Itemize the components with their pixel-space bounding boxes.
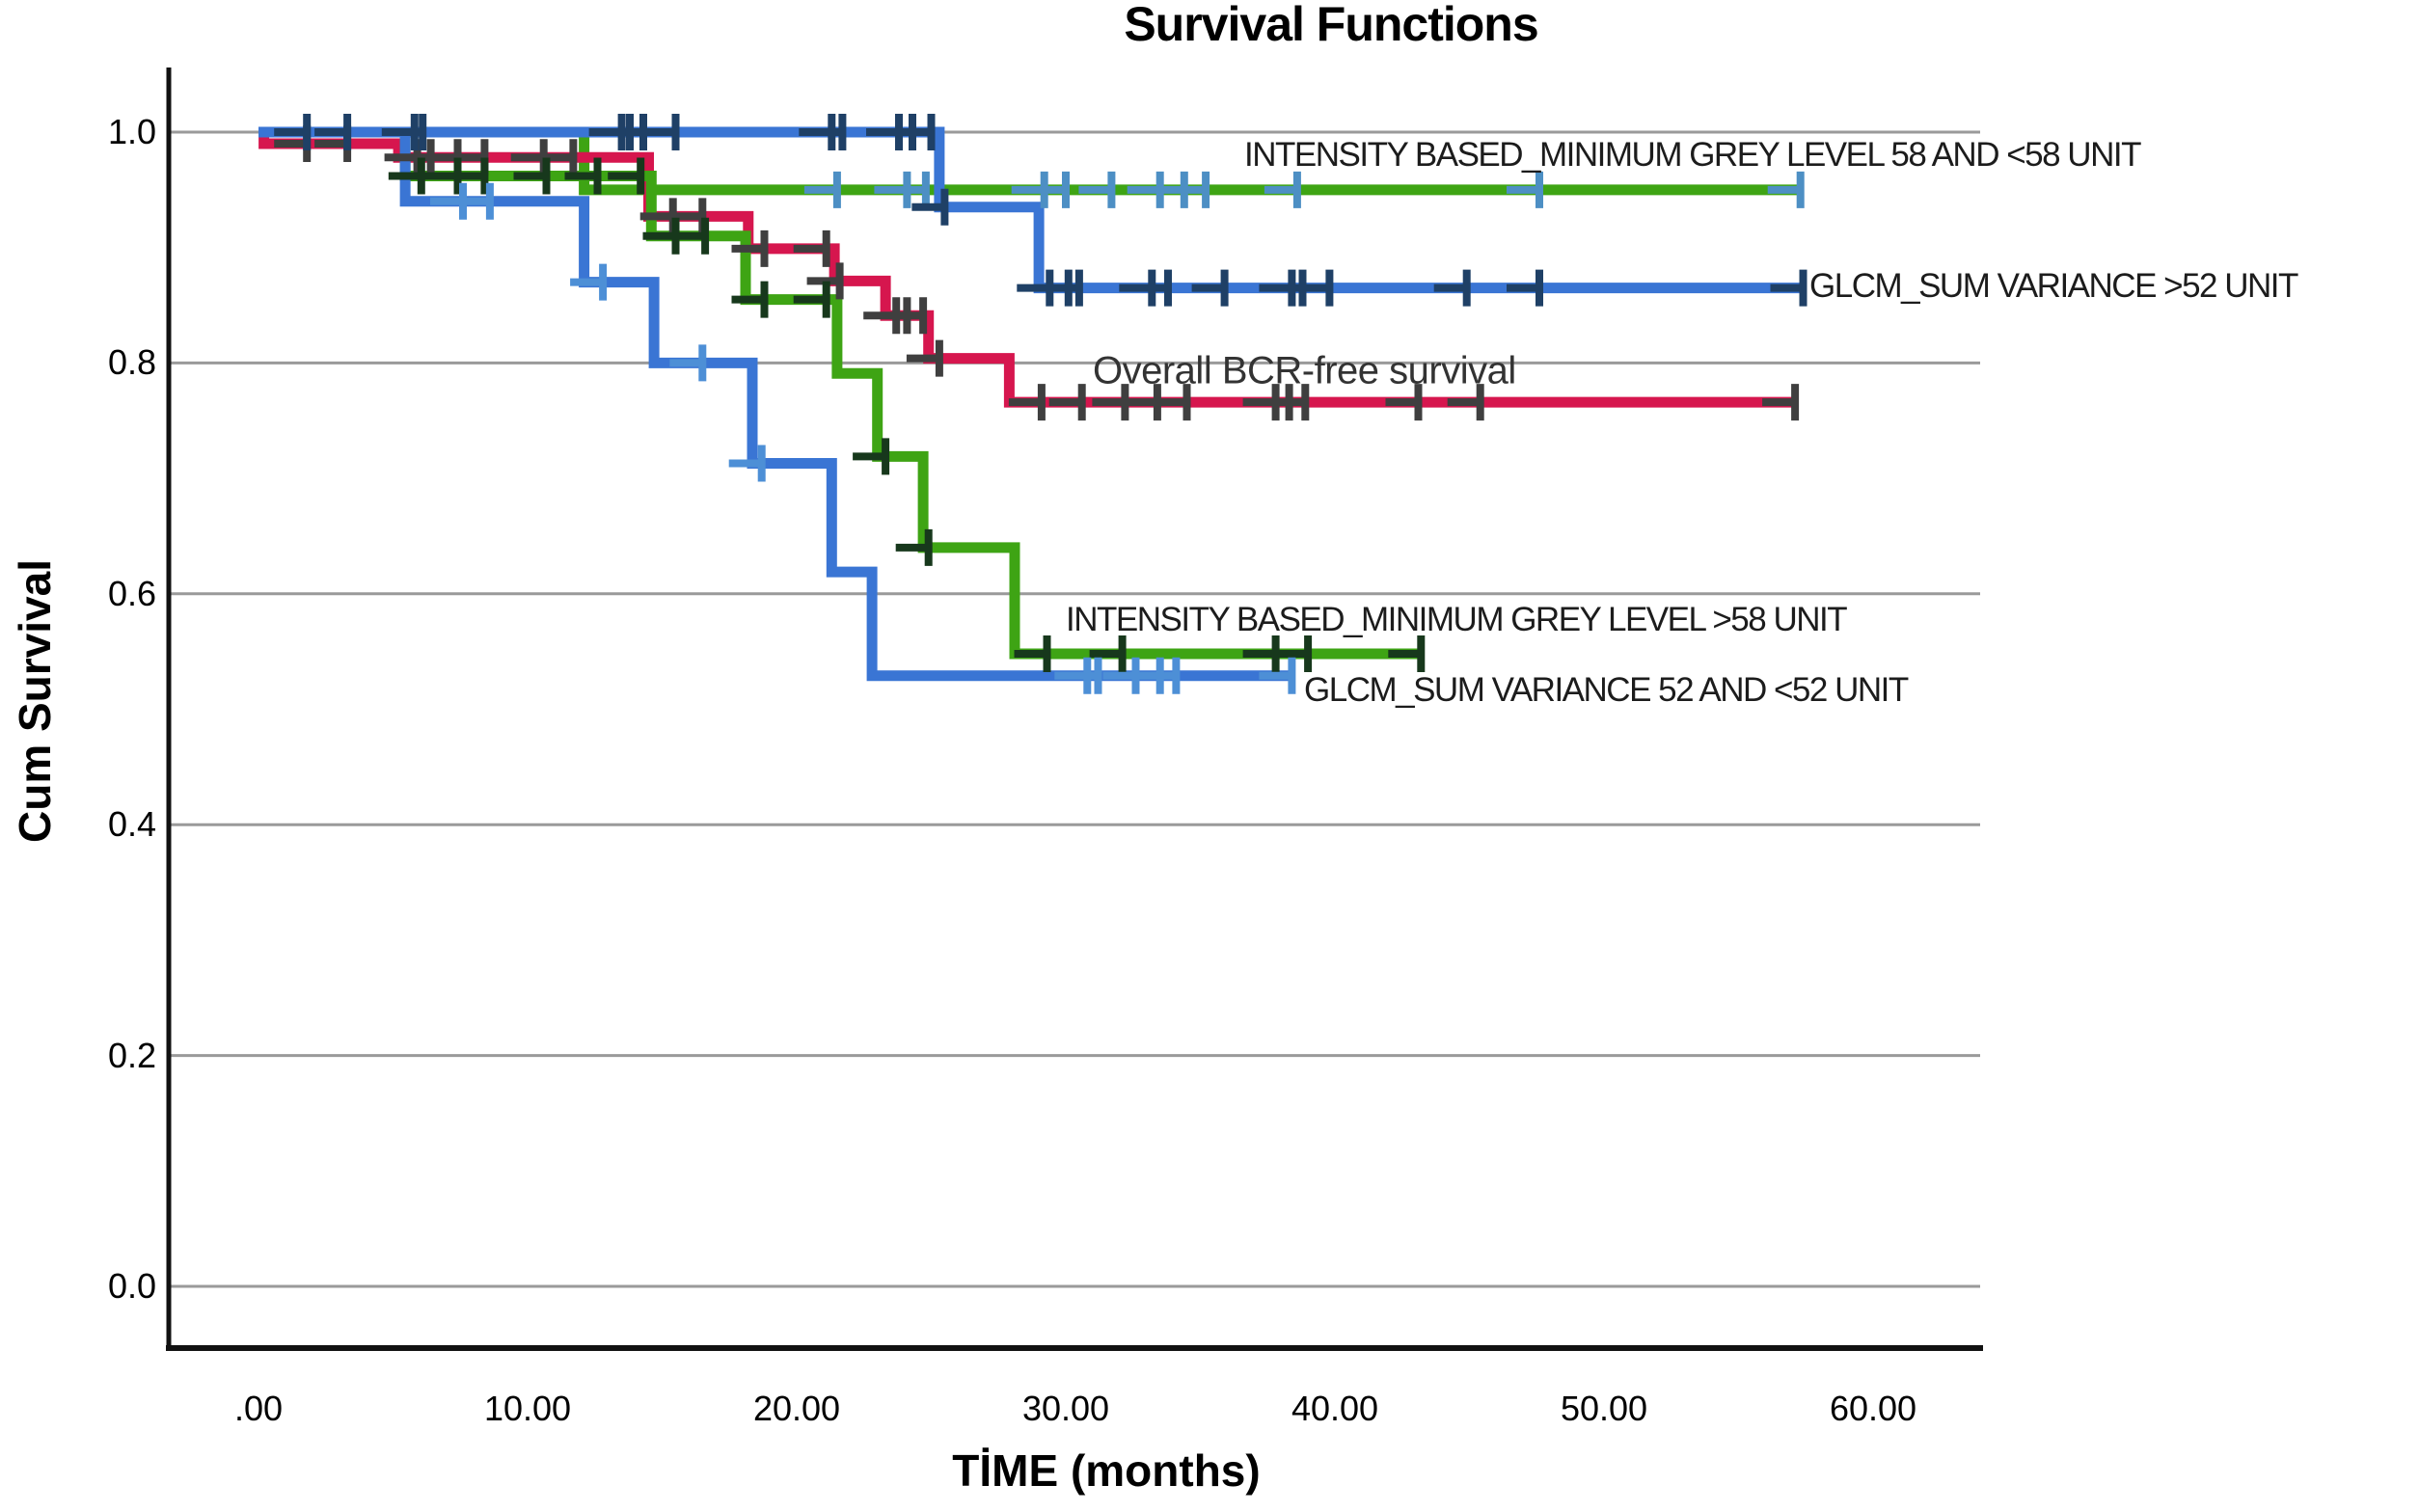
y-tick-label-0.6: 0.6 <box>107 573 156 613</box>
series-censor-marks-0 <box>803 171 1805 208</box>
y-tick-label-0.2: 0.2 <box>107 1035 156 1075</box>
y-tick-label-0.0: 0.0 <box>107 1266 156 1306</box>
series-label-glcm-sum-variance-above-52: GLCM_SUM VARIANCE >52 UNIT <box>1809 267 2298 305</box>
y-axis-title: Cum Survival <box>10 559 60 843</box>
y-tick-label-1.0: 1.0 <box>107 112 156 151</box>
x-axis-title: TİME (months) <box>952 1445 1261 1496</box>
y-tick-label-0.8: 0.8 <box>107 342 156 383</box>
chart-title: Survival Functions <box>1124 0 1538 51</box>
x-tick-label-10.00: 10.00 <box>483 1389 572 1428</box>
x-tick-label-.00: .00 <box>233 1389 284 1428</box>
series-censor-marks-1 <box>274 114 1807 307</box>
x-tick-label-30.00: 30.00 <box>1021 1389 1110 1428</box>
x-tick-label-20.00: 20.00 <box>752 1389 841 1428</box>
series-label-overall-bcr-free-survival: Overall BCR-free survival <box>1093 349 1516 392</box>
series-label-glcm-sum-variance-52-and-below: GLCM_SUM VARIANCE 52 AND <52 UNIT <box>1304 671 1909 709</box>
series-censor-marks-2 <box>274 125 1800 421</box>
y-tick-label-0.4: 0.4 <box>107 804 156 845</box>
x-tick-label-50.00: 50.00 <box>1560 1389 1648 1428</box>
x-tick-label-60.00: 60.00 <box>1829 1389 1917 1428</box>
series-label-min-grey-above-58: INTENSITY BASED_MINIMUM GREY LEVEL >58 U… <box>1066 601 1848 638</box>
series-censor-marks-3 <box>388 157 1426 672</box>
series-censor-marks-4 <box>430 182 1296 694</box>
x-tick-label-40.00: 40.00 <box>1291 1389 1379 1428</box>
series-label-min-grey-58-and-below: INTENSITY BASED_MINIMUM GREY LEVEL 58 AN… <box>1244 136 2141 174</box>
